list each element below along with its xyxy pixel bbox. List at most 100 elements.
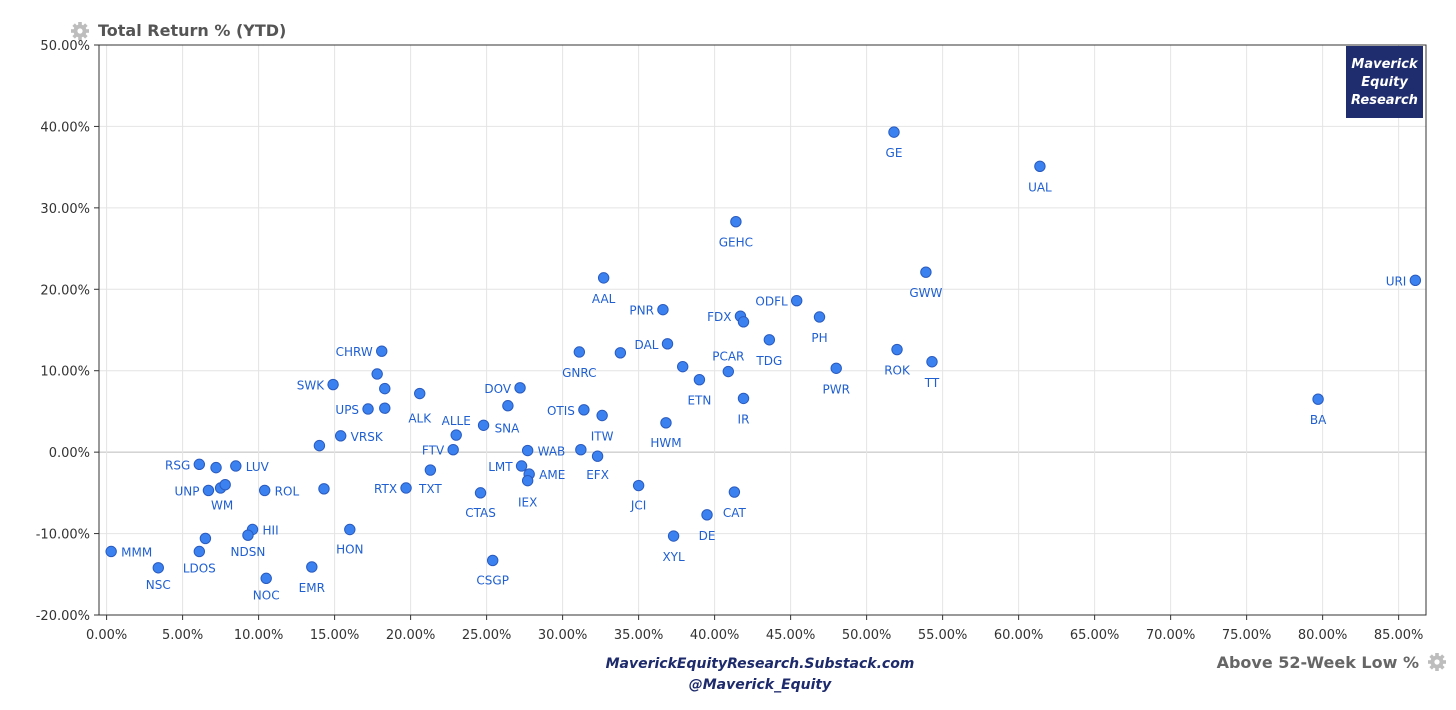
data-point-emr xyxy=(306,561,318,573)
x-tick-label: 60.00% xyxy=(994,628,1044,643)
data-point-ge xyxy=(888,126,900,138)
point-label-vrsk: VRSK xyxy=(351,430,384,444)
point-label-efx: EFX xyxy=(586,468,609,482)
data-point-wab xyxy=(521,444,534,457)
data-point-dov xyxy=(514,382,526,394)
point-label-jci: JCI xyxy=(630,499,646,513)
axes xyxy=(94,44,1427,620)
point-label-ldos: LDOS xyxy=(183,561,216,575)
y-tick-label: -20.00% xyxy=(36,609,90,624)
data-point xyxy=(318,483,330,495)
data-point-pnr xyxy=(657,303,669,316)
point-label-tdg: TDG xyxy=(755,354,782,368)
data-point-odfl xyxy=(791,294,803,307)
x-tick-label: 75.00% xyxy=(1222,628,1272,643)
data-point-ph xyxy=(813,311,826,323)
y-tick-label: 0.00% xyxy=(49,446,90,461)
point-label-nsc: NSC xyxy=(146,578,171,592)
data-point-de xyxy=(701,509,713,521)
point-label-gnrc: GNRC xyxy=(562,366,596,380)
y-tick-label: 20.00% xyxy=(40,283,90,298)
xlabel-gear-icon[interactable] xyxy=(1428,653,1446,671)
point-label-wm: WM xyxy=(211,499,233,513)
data-point-rol xyxy=(258,484,271,497)
point-label-pnr: PNR xyxy=(629,304,654,318)
title-gear-icon[interactable] xyxy=(71,22,89,40)
point-label-xyl: XYL xyxy=(662,550,685,564)
data-point xyxy=(379,382,391,395)
point-label-hon: HON xyxy=(336,543,363,557)
data-point-iex xyxy=(521,474,534,487)
data-point-etn xyxy=(693,373,706,386)
point-label-aal: AAL xyxy=(592,292,616,306)
badge-line-3: Research xyxy=(1351,93,1418,108)
point-label-txt: TXT xyxy=(418,482,442,496)
data-point-cat xyxy=(728,486,741,498)
x-tick-label: 5.00% xyxy=(162,628,203,643)
data-point-gnrc xyxy=(573,346,586,358)
data-point-ctas xyxy=(474,487,487,499)
point-label-rol: ROL xyxy=(275,484,300,498)
data-point-jci xyxy=(632,479,645,492)
data-point xyxy=(502,400,514,412)
x-axis-label: Above 52-Week Low % xyxy=(1217,653,1419,672)
point-label-ctas: CTAS xyxy=(465,506,496,520)
point-label-lmt: LMT xyxy=(488,460,513,474)
x-tick-label: 65.00% xyxy=(1070,628,1120,643)
x-tick-label: 45.00% xyxy=(766,628,816,643)
point-label-tt: TT xyxy=(924,376,940,390)
x-tick-label: 80.00% xyxy=(1298,628,1348,643)
point-label-chrw: CHRW xyxy=(336,345,373,359)
data-point-sna xyxy=(477,419,490,431)
data-point xyxy=(199,532,212,545)
data-point-itw xyxy=(596,409,608,422)
point-label-gww: GWW xyxy=(909,286,942,300)
data-point-rtx xyxy=(400,482,412,494)
x-tick-label: 40.00% xyxy=(690,628,740,643)
data-point xyxy=(575,444,587,456)
point-label-ups: UPS xyxy=(335,403,359,417)
point-label-hwm: HWM xyxy=(650,436,681,450)
data-point-rok xyxy=(891,343,903,356)
point-label-emr: EMR xyxy=(299,581,325,595)
x-tick-labels: 0.00% 5.00% 10.00% 15.00% 20.00% 25.00% 30.00%… xyxy=(86,628,1423,643)
data-point-ual xyxy=(1034,160,1046,173)
data-point-ba xyxy=(1312,393,1324,405)
point-label-ir: IR xyxy=(738,412,750,426)
point-label-dal: DAL xyxy=(635,338,659,352)
data-point-luv xyxy=(230,460,242,472)
x-tick-label: 50.00% xyxy=(842,628,892,643)
data-point-tt xyxy=(926,356,938,368)
point-label-iex: IEX xyxy=(518,496,537,510)
data-point-ldos xyxy=(193,545,206,558)
point-label-rsg: RSG xyxy=(165,458,190,472)
point-label-etn: ETN xyxy=(687,394,711,408)
data-point-gehc xyxy=(730,216,742,228)
data-point-alk xyxy=(414,387,426,400)
point-label-noc: NOC xyxy=(253,588,280,602)
point-label-alk: ALK xyxy=(408,412,432,426)
brand-badge-box xyxy=(1346,46,1423,118)
badge-line-2: Equity xyxy=(1361,75,1408,90)
point-label-odfl: ODFL xyxy=(755,295,788,309)
data-point-xyl xyxy=(667,530,680,542)
x-tick-label: 0.00% xyxy=(86,628,127,643)
credit-handle: @Maverick_Equity xyxy=(689,677,832,693)
point-label-rtx: RTX xyxy=(374,482,397,496)
point-label-ftv: FTV xyxy=(422,444,445,458)
data-point-uri xyxy=(1409,274,1422,287)
point-label-ba: BA xyxy=(1310,413,1327,427)
point-label-pwr: PWR xyxy=(822,382,849,396)
x-tick-label: 70.00% xyxy=(1146,628,1196,643)
data-point-vrsk xyxy=(334,430,347,442)
data-point xyxy=(371,368,383,380)
point-label-csgp: CSGP xyxy=(476,573,509,587)
point-label-gehc: GEHC xyxy=(719,236,753,250)
point-label-ph: PH xyxy=(811,331,827,345)
point-label-ge: GE xyxy=(886,146,903,160)
data-point-hwm xyxy=(660,417,672,429)
point-label-swk: SWK xyxy=(297,379,325,393)
point-label-otis: OTIS xyxy=(547,404,575,418)
grid-lines xyxy=(99,44,1426,616)
data-point-mmm xyxy=(105,545,117,558)
